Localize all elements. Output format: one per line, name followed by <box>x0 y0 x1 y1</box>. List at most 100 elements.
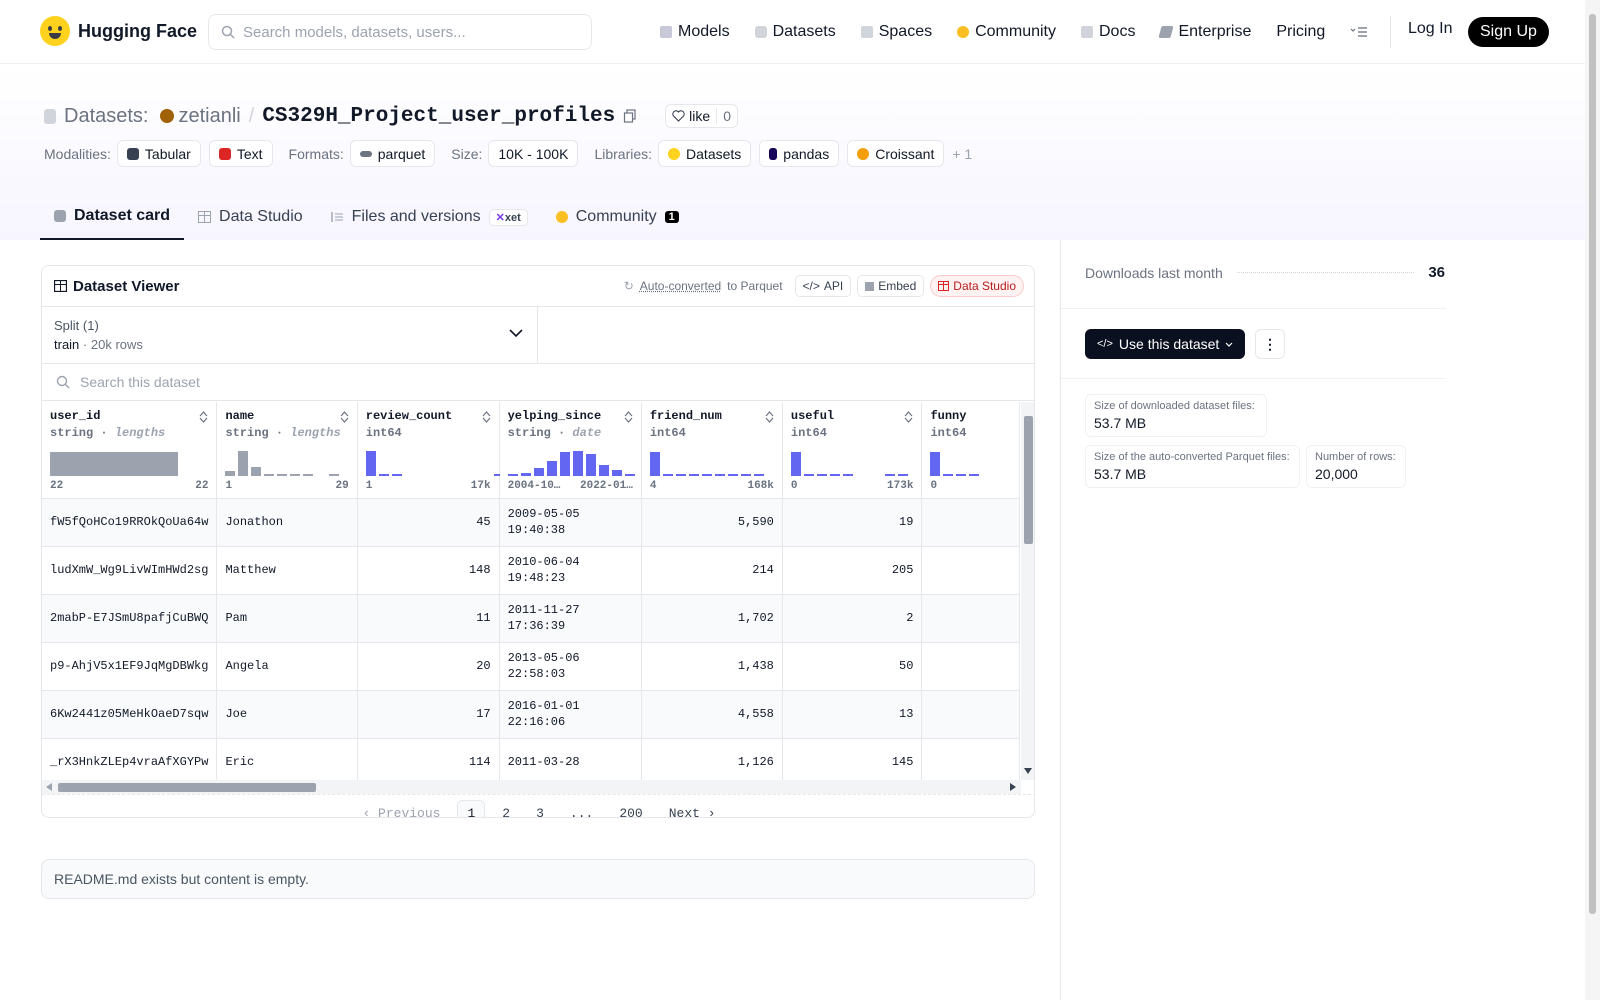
nav-spaces[interactable]: Spaces <box>860 18 932 46</box>
cell-yelping-since[interactable]: 2013-05-06 22:58:03 <box>499 642 642 691</box>
cell-review-count[interactable]: 45 <box>357 498 500 547</box>
nav-more[interactable] <box>1350 18 1368 46</box>
cell-name[interactable]: Joe <box>216 690 358 739</box>
nav-enterprise[interactable]: Enterprise <box>1158 18 1251 46</box>
cell-user-id[interactable]: fW5fQoHCo19RROkQoUa64w <box>42 498 218 547</box>
cell-funny[interactable] <box>921 642 1020 691</box>
scroll-thumb[interactable] <box>1024 416 1033 544</box>
page-scrollbar[interactable] <box>1585 0 1600 1000</box>
table-row[interactable]: 2mabP-E7JSmU8pafjCuBWQ Pam 11 2011-11-27 17:… <box>42 594 1020 643</box>
table-horizontal-scrollbar[interactable] <box>42 780 1021 794</box>
breadcrumb-user[interactable]: zetianli <box>178 104 241 127</box>
sort-icon[interactable] <box>765 411 774 423</box>
pager-page[interactable]: 200 <box>619 806 643 818</box>
sort-icon[interactable] <box>199 411 208 423</box>
cell-review-count[interactable]: 11 <box>357 594 500 643</box>
sort-icon[interactable] <box>340 411 349 423</box>
embed-button[interactable]: Embed <box>857 275 925 297</box>
cell-yelping-since[interactable]: 2011-11-27 17:36:39 <box>499 594 642 643</box>
more-options-button[interactable]: ⋮ <box>1255 329 1285 359</box>
table-row[interactable]: 6Kw2441z05MeHkOaeD7sqw Joe 17 2016-01-01 22:… <box>42 690 1020 739</box>
split-selector[interactable]: Split (1) train · 20k rows <box>42 307 538 363</box>
cell-friend-num[interactable]: 5,590 <box>641 498 783 547</box>
cell-yelping-since[interactable]: 2016-01-01 22:16:06 <box>499 690 642 739</box>
cell-useful[interactable]: 13 <box>782 690 923 739</box>
auto-converted-link[interactable]: Auto-converted <box>639 279 722 293</box>
signup-button[interactable]: Sign Up <box>1468 17 1549 47</box>
global-search-input[interactable] <box>243 23 573 41</box>
scroll-right-icon[interactable] <box>1010 783 1016 791</box>
cell-name[interactable]: Matthew <box>216 546 358 595</box>
column-header-friend-num[interactable]: friend_num int64 4 168k <box>641 402 783 499</box>
scroll-thumb[interactable] <box>58 783 316 792</box>
brand-logo[interactable]: Hugging Face <box>40 16 197 46</box>
pager-page[interactable]: 3 <box>536 806 544 818</box>
cell-name[interactable]: Angela <box>216 642 358 691</box>
cell-friend-num[interactable]: 214 <box>641 546 783 595</box>
tag-size[interactable]: 10K - 100K <box>488 140 579 167</box>
cell-useful[interactable]: 2 <box>782 594 923 643</box>
pager-page[interactable]: 2 <box>502 806 511 818</box>
tag-text[interactable]: Text <box>208 140 273 167</box>
cell-friend-num[interactable]: 1,438 <box>641 642 783 691</box>
libraries-more[interactable]: + 1 <box>952 145 973 162</box>
nav-pricing[interactable]: Pricing <box>1276 18 1325 46</box>
use-dataset-button[interactable]: </> Use this dataset <box>1085 329 1246 359</box>
data-studio-button[interactable]: Data Studio <box>930 275 1024 297</box>
cell-yelping-since[interactable]: 2011-03-28 <box>499 738 642 780</box>
cell-user-id[interactable]: ludXmW_Wg9LivWImHWd2sg <box>42 546 218 595</box>
breadcrumb-repo[interactable]: CS329H_Project_user_profiles <box>262 104 616 128</box>
breadcrumb-section[interactable]: Datasets: <box>64 104 149 127</box>
table-row[interactable]: _rX3HnkZLEp4vraAfXGYPw Eric 114 2011-03-28 1… <box>42 738 1020 780</box>
cell-user-id[interactable]: p9-AhjV5x1EF9JqMgDBWkg <box>42 642 218 691</box>
tab-dataset-card[interactable]: Dataset card <box>40 194 185 240</box>
table-row[interactable]: p9-AhjV5x1EF9JqMgDBWkg Angela 20 2013-05-06… <box>42 642 1020 691</box>
tag-parquet[interactable]: parquet <box>349 140 436 167</box>
tab-files[interactable]: Files and versions ✕xet <box>317 194 542 240</box>
cell-name[interactable]: Pam <box>216 594 358 643</box>
page-scroll-thumb[interactable] <box>1589 14 1596 914</box>
scroll-left-icon[interactable] <box>46 783 52 791</box>
tab-data-studio[interactable]: Data Studio <box>184 194 317 240</box>
tab-community[interactable]: Community 1 <box>542 194 693 240</box>
column-header-useful[interactable]: useful int64 0 173k <box>782 402 923 499</box>
cell-friend-num[interactable]: 4,558 <box>641 690 783 739</box>
nav-docs[interactable]: Docs <box>1081 18 1135 46</box>
cell-review-count[interactable]: 148 <box>357 546 500 595</box>
tag-croissant-lib[interactable]: Croissant <box>847 140 945 167</box>
cell-funny[interactable] <box>921 738 1020 780</box>
cell-review-count[interactable]: 114 <box>357 738 500 780</box>
cell-user-id[interactable]: 6Kw2441z05MeHkOaeD7sqw <box>42 690 218 739</box>
cell-name[interactable]: Jonathon <box>216 498 358 547</box>
sort-icon[interactable] <box>904 411 913 423</box>
nav-datasets[interactable]: Datasets <box>754 18 836 46</box>
sort-icon[interactable] <box>624 411 633 423</box>
cell-name[interactable]: Eric <box>216 738 358 780</box>
cell-review-count[interactable]: 20 <box>357 642 500 691</box>
column-header-user-id[interactable]: user_id string · lengths 22 22 <box>42 402 218 499</box>
cell-funny[interactable] <box>921 690 1020 739</box>
nav-community[interactable]: Community <box>957 18 1056 46</box>
dataset-search-placeholder[interactable]: Search this dataset <box>80 374 200 390</box>
column-header-review-count[interactable]: review_count int64 1 17k <box>357 402 504 499</box>
like-button[interactable]: like 0 <box>665 104 738 128</box>
tag-pandas-lib[interactable]: pandas <box>759 140 840 167</box>
sort-icon[interactable] <box>482 411 491 423</box>
table-row[interactable]: fW5fQoHCo19RROkQoUa64w Jonathon 45 2009-05-… <box>42 498 1020 547</box>
cell-funny[interactable] <box>921 594 1020 643</box>
tag-tabular[interactable]: Tabular <box>116 140 201 167</box>
cell-useful[interactable]: 50 <box>782 642 923 691</box>
table-row[interactable]: ludXmW_Wg9LivWImHWd2sg Matthew 148 2010-06-… <box>42 546 1020 595</box>
cell-useful[interactable]: 145 <box>782 738 923 780</box>
copy-icon[interactable] <box>623 109 637 123</box>
cell-useful[interactable]: 19 <box>782 498 923 547</box>
api-button[interactable]: </> API <box>794 275 852 297</box>
column-header-name[interactable]: name string · lengths 1 29 <box>216 402 358 499</box>
pager-next[interactable]: Next › <box>660 801 725 817</box>
tag-datasets-lib[interactable]: Datasets <box>658 140 752 167</box>
login-link[interactable]: Log In <box>1408 20 1453 37</box>
global-search[interactable] <box>208 14 592 50</box>
nav-models[interactable]: Models <box>660 18 730 46</box>
pager-page[interactable]: 1 <box>457 800 486 817</box>
dataset-search[interactable]: Search this dataset <box>42 364 1034 401</box>
